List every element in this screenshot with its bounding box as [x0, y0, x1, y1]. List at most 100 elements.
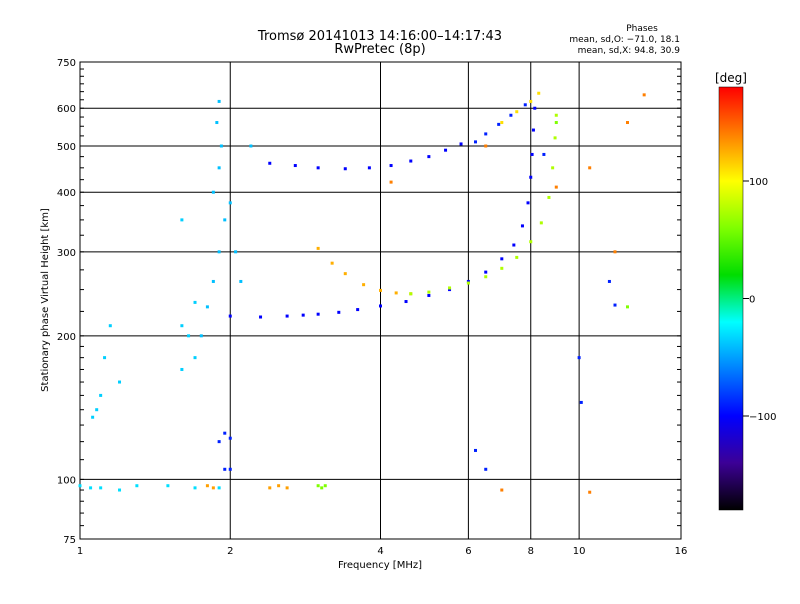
- echo-point: [409, 292, 413, 296]
- y-tick-label: 300: [57, 248, 76, 259]
- stats-heading: Phases: [626, 24, 658, 34]
- colorbar-tick-label: 0: [749, 295, 755, 306]
- echo-point: [529, 99, 533, 103]
- echo-point: [316, 484, 320, 488]
- echo-point: [199, 334, 203, 338]
- echo-point: [512, 243, 516, 247]
- chart-title: Tromsø 20141013 14:16:00–14:17:43: [257, 29, 502, 44]
- echo-point: [484, 270, 488, 274]
- axis-ticks: 1 2 4 6 8 10 16 75 100 200 300 400 500 600 750: [57, 58, 687, 557]
- echo-point: [223, 467, 227, 471]
- y-tick-label: 500: [57, 142, 76, 153]
- echo-point: [91, 415, 95, 419]
- echo-point: [320, 486, 324, 490]
- echo-point: [625, 305, 629, 309]
- echo-point: [526, 201, 530, 205]
- echo-point: [533, 106, 537, 110]
- echo-point: [448, 288, 452, 292]
- echo-point: [180, 218, 184, 222]
- y-tick-label: 600: [57, 104, 76, 115]
- echo-point: [205, 484, 209, 488]
- y-axis-label: Stationary phase Virtual Height [km]: [40, 208, 51, 392]
- echo-point: [529, 240, 533, 244]
- x-tick-label: 1: [77, 546, 83, 557]
- echo-point: [509, 113, 513, 117]
- echo-point: [379, 304, 382, 308]
- echo-point: [217, 486, 221, 490]
- echo-point: [588, 166, 592, 170]
- echo-point: [228, 314, 232, 318]
- echo-point: [579, 400, 583, 404]
- echo-point: [613, 250, 617, 254]
- y-tick-label: 750: [57, 58, 76, 69]
- echo-point: [205, 305, 209, 309]
- echo-point: [362, 283, 366, 287]
- echo-point: [187, 334, 191, 338]
- echo-point: [588, 490, 592, 494]
- stats-o-mode: mean, sd,O: −71.0, 18.1: [569, 35, 680, 45]
- x-tick-label: 4: [377, 546, 383, 557]
- echo-point: [459, 142, 463, 146]
- echo-point: [577, 356, 581, 360]
- echo-point: [234, 250, 238, 254]
- echo-point: [547, 195, 551, 199]
- echo-point: [530, 152, 534, 156]
- echo-point: [500, 488, 504, 492]
- echo-point: [389, 164, 393, 168]
- echo-point: [427, 290, 431, 294]
- echo-point: [427, 293, 431, 297]
- echo-point: [537, 91, 541, 95]
- echo-point: [316, 166, 320, 170]
- echo-point: [316, 246, 320, 250]
- echo-point: [500, 266, 504, 270]
- echo-point: [529, 175, 533, 179]
- echo-point: [219, 144, 223, 148]
- echo-point: [497, 122, 501, 126]
- echo-point: [356, 308, 360, 312]
- echo-point: [515, 255, 519, 259]
- echo-point: [613, 303, 617, 307]
- echo-point: [211, 190, 215, 194]
- x-tick-label: 8: [528, 546, 534, 557]
- echo-point: [223, 218, 227, 222]
- echo-point: [394, 291, 398, 295]
- echo-point: [448, 286, 452, 290]
- echo-point: [166, 484, 170, 488]
- echo-point: [217, 440, 221, 444]
- colorbar-tick-label: 100: [749, 177, 768, 188]
- colorbar-tick-label: −100: [749, 412, 776, 423]
- echo-point: [118, 380, 122, 384]
- echo-point: [484, 467, 488, 471]
- chart-subtitle: RwPretec (8p): [334, 42, 425, 57]
- echo-point: [466, 281, 470, 285]
- echo-point: [367, 166, 371, 170]
- x-tick-label: 2: [227, 546, 233, 557]
- echo-point: [249, 144, 253, 148]
- echo-point: [89, 486, 93, 490]
- echo-point: [554, 121, 558, 125]
- echo-point: [99, 486, 103, 490]
- y-tick-label: 200: [57, 332, 76, 343]
- echo-point: [217, 99, 221, 103]
- echo-point: [389, 180, 393, 184]
- echo-point: [542, 152, 546, 156]
- x-tick-label: 6: [465, 546, 471, 557]
- echo-point: [211, 486, 215, 490]
- echo-point: [301, 313, 305, 317]
- y-tick-label: 100: [57, 475, 76, 486]
- colorbar-label: [deg]: [715, 71, 747, 85]
- y-tick-label: 75: [63, 535, 76, 546]
- echo-point: [193, 300, 197, 304]
- echo-point: [217, 250, 221, 254]
- echo-point: [228, 467, 232, 471]
- echo-point: [337, 310, 341, 314]
- echo-point: [180, 367, 184, 371]
- echo-point: [343, 272, 347, 276]
- echo-point: [515, 110, 519, 114]
- echo-point: [539, 221, 543, 225]
- echo-point: [285, 314, 289, 318]
- echo-point: [427, 155, 431, 159]
- echo-point: [404, 300, 408, 304]
- echo-point: [500, 121, 504, 125]
